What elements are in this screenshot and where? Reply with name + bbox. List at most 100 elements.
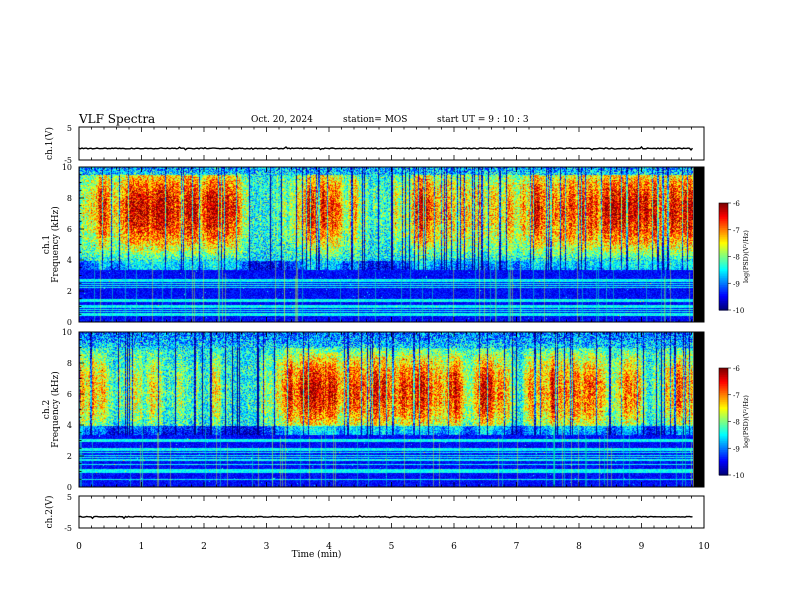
y-tick-label: 4 — [67, 256, 72, 265]
colorbar-step — [719, 285, 728, 288]
colorbar-step — [719, 451, 728, 455]
spectrogram-ch2-nodata — [693, 332, 704, 487]
colorbar-step — [719, 279, 728, 283]
waveform-trace-ch2 — [78, 514, 693, 520]
y-tick-label: 0 — [67, 483, 72, 492]
colorbar-step — [719, 433, 728, 437]
colorbar-step — [719, 389, 728, 392]
x-tick-label: 3 — [264, 542, 270, 552]
colorbar-step — [719, 213, 728, 217]
spectrogram-ch1-nodata — [693, 167, 704, 322]
colorbar-step — [719, 281, 728, 284]
colorbar-step — [719, 396, 728, 399]
colorbar-step — [719, 469, 728, 473]
y-tick-label: 6 — [67, 390, 72, 399]
colorbar-step — [719, 376, 728, 380]
colorbar-step — [719, 254, 728, 258]
colorbar-step — [719, 398, 728, 401]
colorbar-step — [719, 464, 728, 467]
colorbar-tick-label: -8 — [733, 254, 740, 262]
colorbar-step — [719, 242, 728, 245]
colorbar-step — [719, 240, 728, 243]
colorbar-step — [719, 295, 728, 299]
colorbar-step — [719, 270, 728, 274]
colorbar-step — [719, 219, 728, 222]
date-label: Oct. 20, 2024 — [251, 115, 313, 125]
colorbar-step — [719, 236, 728, 240]
colorbar-step — [719, 244, 728, 247]
y-tick-label: 5 — [67, 124, 72, 133]
colorbar-step — [719, 394, 728, 398]
colorbar-step — [719, 293, 728, 297]
colorbar-step — [719, 304, 728, 308]
spectrogram-ch1-image — [79, 167, 693, 322]
colorbar-step — [719, 308, 728, 311]
colorbar-step — [719, 276, 728, 279]
colorbar-step — [719, 267, 728, 270]
y-axis-channel-label: ch.1 — [42, 235, 52, 254]
colorbar-step — [719, 457, 728, 460]
colorbar-step — [719, 409, 728, 412]
colorbar-step — [719, 421, 728, 424]
colorbar-step — [719, 224, 728, 227]
colorbar-step — [719, 392, 728, 396]
colorbar-step — [719, 249, 728, 252]
colorbar-step — [719, 441, 728, 444]
colorbar-step — [719, 368, 728, 371]
colorbar-step — [719, 217, 728, 220]
colorbar-step — [719, 414, 728, 417]
colorbar-step — [719, 238, 728, 242]
colorbar-step — [719, 417, 728, 421]
colorbar-step — [719, 272, 728, 275]
colorbar-step — [719, 423, 728, 426]
colorbar-step — [719, 471, 728, 474]
colorbar-step — [719, 226, 728, 229]
x-axis-label: Time (min) — [292, 549, 342, 560]
colorbar-step — [719, 448, 728, 451]
colorbar-step — [719, 403, 728, 407]
colorbar-step — [719, 369, 728, 373]
y-tick-label: 10 — [62, 163, 72, 172]
colorbar-step — [719, 261, 728, 265]
y-tick-label: 2 — [67, 287, 72, 296]
colorbar-step — [719, 444, 728, 448]
x-tick-label: 1 — [139, 542, 145, 552]
colorbar-step — [719, 251, 728, 254]
y-axis-channel-label: ch.2 — [42, 400, 52, 419]
colorbar-step — [719, 384, 728, 387]
colorbar-step — [719, 458, 728, 462]
colorbar-step — [719, 306, 728, 309]
colorbar-step — [719, 263, 728, 267]
colorbar-step — [719, 283, 728, 286]
colorbar-step — [719, 387, 728, 390]
colorbar-label: log(PSD)(V²/Hz) — [742, 395, 750, 448]
colorbar-step — [719, 419, 728, 423]
colorbar-step — [719, 227, 728, 231]
colorbar-step — [719, 425, 728, 428]
colorbar-tick-label: -10 — [733, 472, 744, 480]
colorbar-step — [719, 247, 728, 250]
colorbar-label: log(PSD)(V²/Hz) — [742, 230, 750, 283]
colorbar-step — [719, 233, 728, 236]
colorbar-step — [719, 265, 728, 268]
colorbar-step — [719, 416, 728, 419]
x-tick-label: 9 — [639, 542, 645, 552]
y-tick-label: 2 — [67, 452, 72, 461]
colorbar-step — [719, 380, 728, 383]
colorbar-step — [719, 446, 728, 449]
colorbar-step — [719, 231, 728, 234]
y-tick-label: 6 — [67, 225, 72, 234]
x-tick-label: 4 — [326, 542, 332, 552]
colorbar-step — [719, 462, 728, 465]
colorbar-step — [719, 450, 728, 453]
y-axis-label: ch.1(V) — [44, 127, 55, 160]
colorbar-tick-label: -8 — [733, 419, 740, 427]
colorbar-step — [719, 442, 728, 446]
y-tick-label: 0 — [67, 318, 72, 327]
spectrogram-ch2-image — [79, 332, 693, 487]
colorbar-tick-label: -9 — [733, 445, 740, 453]
colorbar-step — [719, 215, 728, 218]
colorbar-step — [719, 274, 728, 277]
y-tick-label: 10 — [62, 328, 72, 337]
